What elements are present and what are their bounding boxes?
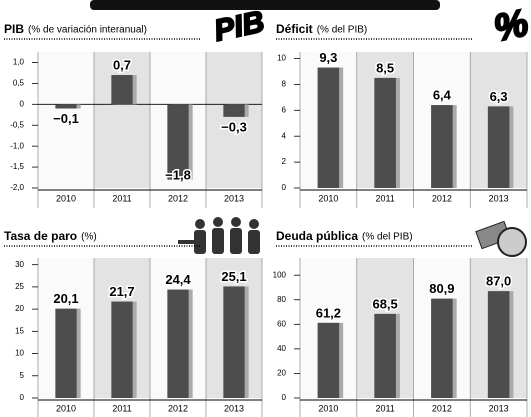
y-tick-label: 100 [273, 270, 287, 279]
value-label: 87,0 [486, 274, 511, 289]
bar [55, 104, 76, 108]
x-tick-label: 2012 [432, 193, 452, 203]
bar [223, 286, 244, 398]
icon-text: % [490, 2, 531, 50]
bar [223, 104, 244, 117]
panel-title: Deuda pública [276, 229, 358, 243]
bar [111, 75, 132, 104]
y-tick-label: 0,5 [13, 78, 25, 87]
x-tick-label: 2011 [375, 403, 394, 413]
panel-subtitle: (% de variación interanual) [28, 25, 147, 36]
panel-title: Tasa de paro [4, 229, 77, 243]
y-tick-label: -2,0 [10, 183, 24, 192]
y-tick-label: 8 [282, 79, 287, 88]
y-tick-label: -0,5 [10, 120, 24, 129]
infographic: PIB (% de variación interanual) PIB 1,0 0,5 0… [0, 0, 531, 417]
bar [488, 291, 510, 398]
y-tick-label: -1,5 [10, 162, 24, 171]
x-tick-label: 2013 [489, 193, 509, 203]
bar [488, 106, 510, 188]
value-label: 61,2 [316, 305, 341, 320]
value-label: 0,7 [113, 57, 131, 72]
value-label: −1,8 [165, 167, 191, 182]
bar [431, 105, 453, 188]
panel-subtitle: (% del PIB) [362, 232, 413, 243]
y-tick-label: 0 [282, 183, 287, 192]
y-tick-label: -1,0 [10, 141, 24, 150]
y-tick-label: 30 [15, 260, 24, 269]
bar [55, 309, 76, 398]
y-tick-label: 1,0 [13, 58, 25, 67]
x-tick-label: 2011 [112, 193, 131, 203]
x-tick-label: 2013 [489, 403, 509, 413]
y-tick-label: 5 [20, 371, 25, 380]
x-tick-label: 2010 [56, 403, 76, 413]
value-label: 9,3 [319, 50, 337, 65]
y-tick-label: 40 [277, 344, 286, 353]
panel-title: Déficit [276, 22, 313, 36]
panel-subtitle: (%) [81, 232, 97, 243]
y-tick-label: 15 [15, 326, 24, 335]
panel-title: PIB [4, 22, 24, 36]
y-tick-label: 10 [277, 54, 286, 63]
y-tick-label: 25 [15, 282, 24, 291]
y-tick-label: 0 [282, 393, 287, 402]
x-tick-label: 2010 [318, 193, 338, 203]
x-tick-label: 2010 [318, 403, 338, 413]
x-tick-label: 2011 [375, 193, 394, 203]
bar [111, 302, 132, 398]
money-icon [476, 221, 526, 256]
bar [167, 290, 188, 398]
value-label: 25,1 [221, 269, 246, 284]
value-label: 6,4 [433, 88, 452, 103]
banner [90, 0, 440, 10]
y-tick-label: 4 [282, 131, 287, 140]
x-tick-label: 2012 [168, 193, 188, 203]
y-tick-label: 20 [15, 304, 24, 313]
bar [374, 78, 396, 188]
people-icon [178, 217, 260, 254]
value-label: −0,1 [53, 111, 79, 126]
value-label: 20,1 [53, 291, 78, 306]
bar [431, 299, 453, 398]
x-tick-label: 2012 [432, 403, 452, 413]
value-label: 24,4 [165, 272, 191, 287]
value-label: 68,5 [372, 296, 397, 311]
x-tick-label: 2011 [112, 403, 131, 413]
y-tick-label: 6 [282, 105, 287, 114]
value-label: 21,7 [109, 284, 134, 299]
bar [374, 314, 396, 398]
value-label: 8,5 [376, 60, 394, 75]
y-tick-label: 20 [277, 369, 286, 378]
x-tick-label: 2010 [56, 193, 76, 203]
x-tick-label: 2013 [224, 403, 244, 413]
panel-subtitle: (% del PIB) [317, 25, 368, 36]
bar [318, 323, 340, 398]
value-label: 80,9 [429, 281, 454, 296]
icon-text: PIB [211, 5, 267, 48]
value-label: 6,3 [490, 89, 508, 104]
value-label: −0,3 [221, 119, 247, 134]
y-tick-label: 60 [277, 319, 286, 328]
y-tick-label: 0 [20, 393, 25, 402]
y-tick-label: 0 [20, 99, 25, 108]
x-tick-label: 2012 [168, 403, 188, 413]
bar [318, 68, 340, 188]
x-tick-label: 2013 [224, 193, 244, 203]
y-tick-label: 80 [277, 295, 286, 304]
y-tick-label: 2 [282, 157, 287, 166]
y-tick-label: 10 [15, 349, 24, 358]
